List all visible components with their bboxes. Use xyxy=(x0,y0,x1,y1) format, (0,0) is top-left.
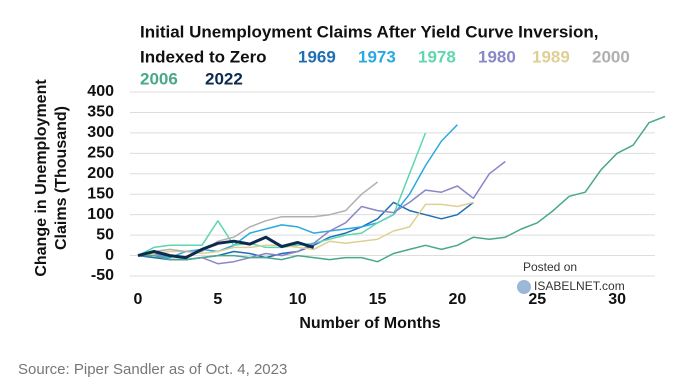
legend-entry: 2006 xyxy=(140,69,178,88)
legend-entry: 2000 xyxy=(592,47,630,66)
x-tick-label: 5 xyxy=(213,291,222,308)
y-axis-label: Change in Unemployment Claims (Thousand) xyxy=(33,79,70,277)
watermark-icon xyxy=(517,280,531,294)
y-tick-label: -50 xyxy=(91,267,114,284)
y-tick-label: 350 xyxy=(87,104,114,121)
y-axis-label-line: Claims (Thousand) xyxy=(53,106,70,250)
series-line xyxy=(137,160,506,265)
x-tick-label: 10 xyxy=(289,291,307,308)
y-axis-label-line: Change in Unemployment xyxy=(33,79,50,277)
y-tick-label: 100 xyxy=(87,206,114,223)
legend-entry: 2022 xyxy=(205,69,243,88)
legend-entry: 1980 xyxy=(478,47,516,66)
x-tick-label: 30 xyxy=(608,291,626,308)
grid xyxy=(130,91,655,277)
x-tick-label: 15 xyxy=(369,291,387,308)
legend-entry: 1978 xyxy=(418,47,456,66)
series-line xyxy=(137,235,315,260)
legend-entry: 1973 xyxy=(358,47,396,66)
source: Source: Piper Sandler as of Oct. 4, 2023 xyxy=(18,361,287,378)
series-line xyxy=(137,181,379,257)
x-axis-label: Number of Months xyxy=(299,315,440,332)
y-tick-label: 150 xyxy=(87,185,114,202)
watermark: ISABELNET.com xyxy=(534,279,625,293)
legend-entry: 1969 xyxy=(298,47,336,66)
chart-title: Indexed to Zero xyxy=(140,47,267,66)
y-tick-label: 300 xyxy=(87,124,114,141)
x-tick-label: 20 xyxy=(449,291,467,308)
y-tick-label: 400 xyxy=(87,83,114,100)
series-line xyxy=(137,124,458,259)
x-tick-label: 0 xyxy=(134,291,143,308)
watermark: Posted on xyxy=(523,260,577,274)
y-tick-label: 200 xyxy=(87,165,114,182)
y-tick-label: 50 xyxy=(96,226,114,243)
legend-entry: 1989 xyxy=(532,47,570,66)
chart-title: Initial Unemployment Claims After Yield … xyxy=(140,22,599,41)
x-tick-label: 25 xyxy=(528,291,546,308)
y-tick-label: 250 xyxy=(87,145,114,162)
series-line xyxy=(138,115,666,263)
y-tick-label: 0 xyxy=(105,247,114,264)
